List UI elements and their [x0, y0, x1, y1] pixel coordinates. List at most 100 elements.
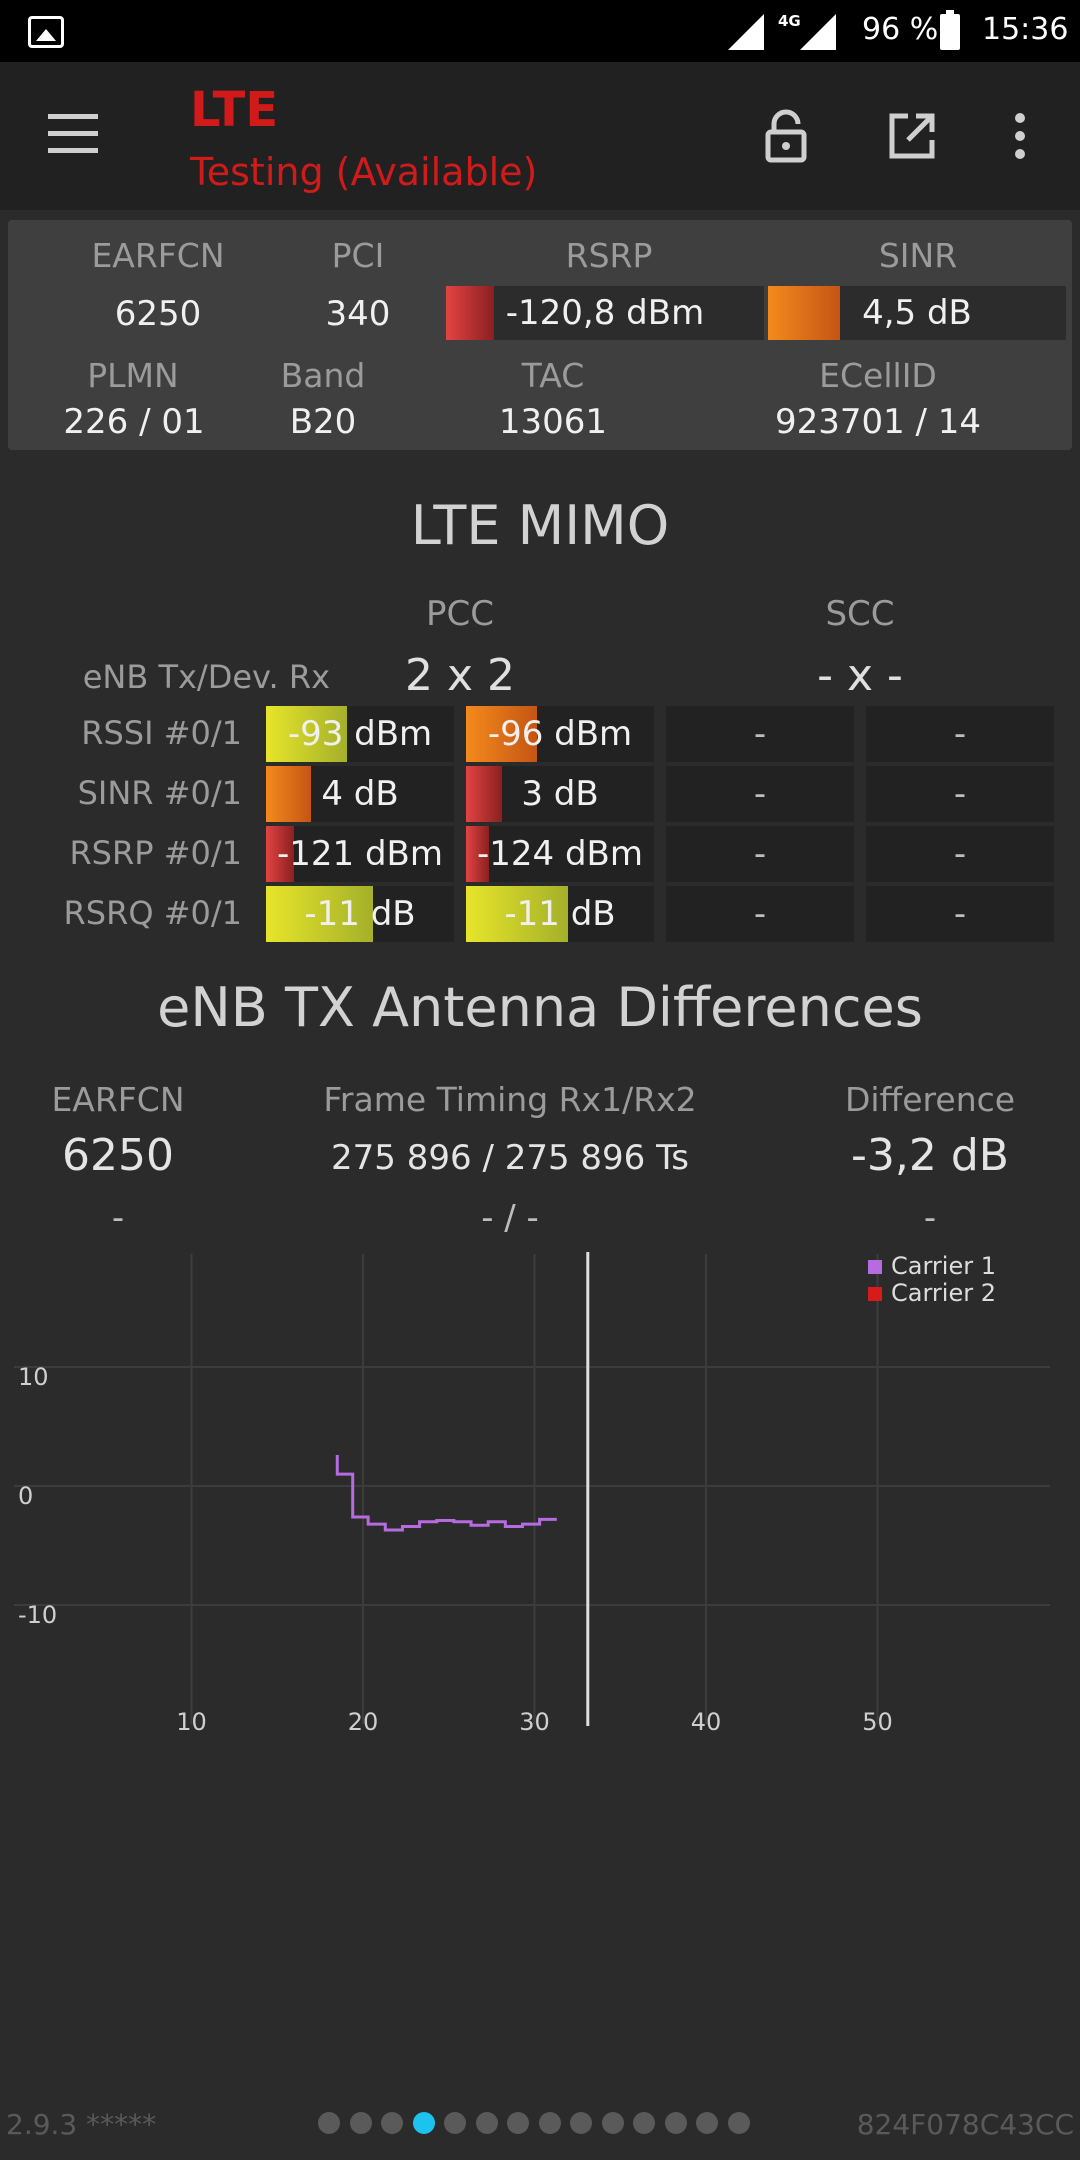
tac-value: 13061 [498, 402, 608, 442]
mimo-cell-value: -96 dBm [487, 714, 633, 754]
app-version: 2.9.3 ***** [6, 2108, 157, 2141]
mimo-cell-sinr-3: - [866, 766, 1054, 822]
legend-label-carrier-1: Carrier 1 [891, 1252, 996, 1280]
status-bar: 4G 96 % 15:36 [0, 0, 1080, 62]
mimo-cell-fill [266, 826, 295, 882]
page-dot-active[interactable] [412, 2112, 435, 2134]
signal-strength-icon [728, 14, 764, 50]
mimo-cell-value: - [953, 714, 967, 754]
page-dot[interactable] [475, 2112, 498, 2134]
earfcn-label: EARFCN [91, 236, 225, 275]
device-id: 824F078C43CC [856, 2108, 1074, 2141]
plmn-label: PLMN [87, 356, 179, 395]
mimo-cell-value: - [753, 834, 767, 874]
legend-swatch-carrier-1 [868, 1260, 882, 1274]
frame-timing-value-2: - / - [481, 1198, 539, 1238]
menu-icon[interactable] [48, 114, 98, 154]
serving-cell-card: EARFCN PCI RSRP SINR 6250 340 -120,8 dBm… [8, 220, 1072, 450]
mimo-cell-rsrq-1: -11 dB [466, 886, 654, 942]
mimo-row-label-rsrq: RSRQ #0/1 [63, 894, 242, 932]
y-tick-label: 10 [18, 1363, 49, 1391]
mimo-cell-value: - [753, 894, 767, 934]
enb-config-label: eNB Tx/Dev. Rx [82, 658, 330, 696]
page-dot[interactable] [727, 2112, 750, 2134]
more-vert-icon[interactable] [1000, 106, 1040, 166]
mimo-row-label-sinr: SINR #0/1 [77, 774, 242, 812]
scc-mimo-config: - x - [817, 650, 903, 701]
mimo-cell-sinr-2: - [666, 766, 854, 822]
page-title: LTE [190, 82, 279, 138]
page-dot[interactable] [538, 2112, 561, 2134]
page-dot[interactable] [349, 2112, 372, 2134]
mimo-cell-fill [266, 706, 347, 762]
mimo-cell-value: - [953, 834, 967, 874]
tac-label: TAC [521, 356, 585, 395]
mimo-cell-fill [466, 886, 568, 942]
scc-label: SCC [825, 594, 895, 634]
pcc-mimo-config: 2 x 2 [405, 650, 515, 701]
mimo-cell-value: - [753, 774, 767, 814]
open-external-icon[interactable] [882, 106, 942, 166]
antenna-earfcn-value: 6250 [62, 1130, 174, 1181]
mimo-row-label-rssi: RSSI #0/1 [81, 714, 242, 752]
mimo-cell-value: -11 dB [504, 894, 616, 934]
earfcn-value: 6250 [114, 294, 202, 334]
sinr-value: 4,5 dB [862, 293, 972, 333]
app-toolbar: LTE Testing (Available) [0, 62, 1080, 210]
mimo-cell-rssi-2: - [666, 706, 854, 762]
mimo-cell-fill [466, 706, 538, 762]
mimo-cell-value: 3 dB [521, 774, 599, 814]
clock: 15:36 [982, 12, 1069, 47]
frame-timing-label: Frame Timing Rx1/Rx2 [323, 1080, 697, 1119]
mimo-cell-value: -121 dBm [277, 834, 443, 874]
plmn-value: 226 / 01 [63, 402, 205, 442]
y-tick-label: 0 [18, 1482, 33, 1510]
antenna-title: eNB TX Antenna Differences [157, 976, 923, 1039]
antenna-earfcn-label: EARFCN [51, 1080, 185, 1119]
mimo-title: LTE MIMO [410, 494, 670, 557]
rsrp-value: -120,8 dBm [505, 293, 705, 333]
page-dot[interactable] [664, 2112, 687, 2134]
difference-label: Difference [844, 1080, 1016, 1119]
legend-label-carrier-2: Carrier 2 [891, 1279, 996, 1307]
page-dot[interactable] [633, 2112, 655, 2134]
page-dot[interactable] [318, 2112, 340, 2134]
sinr-label: SINR [878, 236, 958, 275]
x-tick-label: 40 [691, 1708, 722, 1736]
band-value: B20 [289, 402, 357, 442]
mimo-cell-rssi-3: - [866, 706, 1054, 762]
pcc-label: PCC [426, 594, 494, 634]
mimo-cell-fill [266, 886, 374, 942]
mimo-cell-value: -124 dBm [477, 834, 643, 874]
page-dot[interactable] [381, 2112, 403, 2134]
ecellid-label: ECellID [819, 356, 937, 395]
mimo-cell-sinr-1: 3 dB [466, 766, 654, 822]
series-line-carrier-1 [335, 1455, 557, 1532]
mimo-cell-value: 4 dB [321, 774, 399, 814]
x-tick-label: 20 [348, 1708, 379, 1736]
mimo-cell-value: - [953, 894, 967, 934]
pci-label: PCI [331, 236, 385, 275]
page-dot[interactable] [696, 2112, 718, 2134]
page-dot[interactable] [507, 2112, 529, 2134]
network-type: 4G [778, 12, 801, 30]
mimo-cell-rssi-1: -96 dBm [466, 706, 654, 762]
rsrp-bar: -120,8 dBm [446, 286, 764, 340]
signal-strength-4g-icon [800, 14, 836, 50]
legend-swatch-carrier-2 [868, 1287, 882, 1301]
frame-timing-value: 275 896 / 275 896 Ts [331, 1138, 689, 1178]
rsrp-bar-fill [446, 286, 494, 340]
band-label: Band [280, 356, 366, 395]
ecellid-value: 923701 / 14 [774, 402, 982, 442]
mimo-row-label-rsrp: RSRP #0/1 [69, 834, 242, 872]
page-dot[interactable] [601, 2112, 624, 2134]
mimo-cell-rsrp-3: - [866, 826, 1054, 882]
x-tick-label: 10 [176, 1708, 207, 1736]
page-dot[interactable] [570, 2112, 592, 2134]
mimo-cell-rsrp-0: -121 dBm [266, 826, 454, 882]
lock-icon[interactable] [756, 106, 816, 166]
pci-value: 340 [325, 294, 391, 334]
mimo-cell-value: -11 dB [304, 894, 416, 934]
mimo-cell-rssi-0: -93 dBm [266, 706, 454, 762]
page-dot[interactable] [444, 2112, 466, 2134]
